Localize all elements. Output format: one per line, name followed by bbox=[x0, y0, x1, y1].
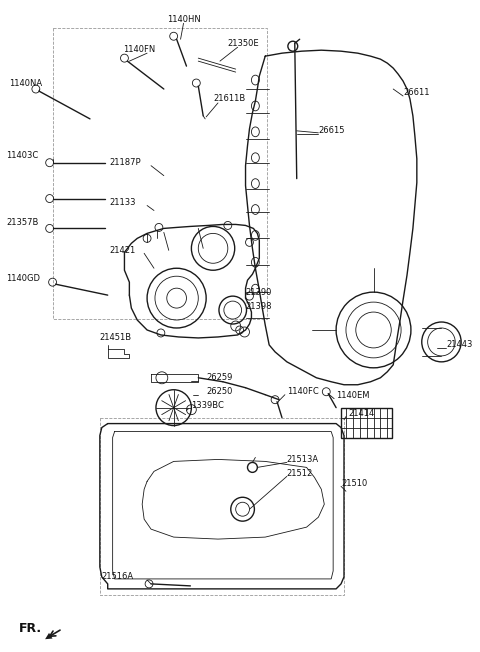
Text: 21133: 21133 bbox=[110, 198, 136, 207]
Bar bbox=[341, 408, 392, 437]
Text: 21611B: 21611B bbox=[213, 95, 245, 104]
Text: 21414: 21414 bbox=[348, 409, 374, 418]
Text: 21398: 21398 bbox=[246, 302, 272, 310]
Text: 21512: 21512 bbox=[287, 469, 313, 478]
Text: 26615: 26615 bbox=[318, 126, 345, 136]
Text: 21513A: 21513A bbox=[287, 455, 319, 464]
Text: FR.: FR. bbox=[19, 622, 42, 635]
Text: 21510: 21510 bbox=[341, 479, 367, 488]
Text: 1140NA: 1140NA bbox=[9, 78, 42, 87]
Text: 21443: 21443 bbox=[446, 340, 473, 349]
Text: 1140EM: 1140EM bbox=[336, 391, 370, 400]
Text: 21516A: 21516A bbox=[102, 572, 134, 582]
Text: 21350E: 21350E bbox=[228, 38, 260, 48]
Bar bbox=[53, 28, 267, 319]
Text: 1140FC: 1140FC bbox=[287, 387, 319, 396]
Text: 26611: 26611 bbox=[403, 89, 430, 98]
Text: 26259: 26259 bbox=[206, 374, 232, 382]
Text: 1140HN: 1140HN bbox=[167, 15, 200, 24]
Text: 1339BC: 1339BC bbox=[192, 401, 224, 410]
Text: 21451B: 21451B bbox=[100, 333, 132, 342]
Text: 21390: 21390 bbox=[246, 288, 272, 297]
Text: 21357B: 21357B bbox=[6, 218, 39, 227]
Text: 1140GD: 1140GD bbox=[6, 274, 40, 283]
Text: 21421: 21421 bbox=[110, 246, 136, 255]
FancyArrowPatch shape bbox=[49, 630, 60, 636]
Text: 26250: 26250 bbox=[206, 387, 232, 396]
Text: 1140FN: 1140FN bbox=[123, 45, 156, 53]
Text: 21187P: 21187P bbox=[110, 158, 141, 167]
Bar bbox=[100, 418, 344, 595]
Text: 11403C: 11403C bbox=[6, 151, 38, 160]
